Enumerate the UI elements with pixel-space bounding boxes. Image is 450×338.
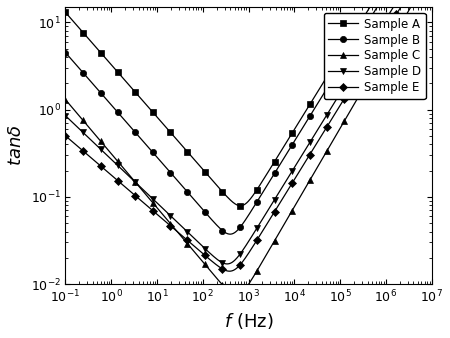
Sample C <box>364 81 369 86</box>
Sample B <box>281 156 287 160</box>
Sample D <box>281 182 287 186</box>
Sample E <box>239 260 245 264</box>
Sample E <box>238 263 243 267</box>
Sample A <box>281 144 287 148</box>
Sample C <box>261 256 267 260</box>
Sample E <box>364 61 369 65</box>
Line: Sample A: Sample A <box>63 0 435 209</box>
Sample E <box>227 269 233 273</box>
Sample A <box>364 11 369 15</box>
Y-axis label: $tan\delta$: $tan\delta$ <box>7 125 25 166</box>
Sample D <box>238 252 243 256</box>
Sample E <box>261 226 267 230</box>
Sample A <box>238 204 243 208</box>
Sample C <box>234 293 239 297</box>
Sample A <box>261 176 267 180</box>
Sample C <box>63 98 68 102</box>
Line: Sample B: Sample B <box>63 0 435 237</box>
Sample C <box>239 290 245 294</box>
Sample B <box>238 225 243 229</box>
Sample B <box>63 51 68 55</box>
Line: Sample E: Sample E <box>63 0 435 274</box>
Sample A <box>239 203 245 208</box>
Sample D <box>261 214 267 218</box>
Sample A <box>237 203 242 208</box>
Sample D <box>364 49 369 53</box>
Sample C <box>281 222 287 226</box>
Line: Sample D: Sample D <box>63 0 435 267</box>
Sample B <box>364 23 369 27</box>
Sample C <box>238 292 243 296</box>
Sample E <box>63 134 68 138</box>
Sample D <box>224 262 230 266</box>
Line: Sample C: Sample C <box>63 0 435 298</box>
Sample D <box>239 249 245 253</box>
Sample E <box>281 194 287 198</box>
Sample B <box>261 188 267 192</box>
Sample D <box>63 114 68 118</box>
Sample B <box>227 232 233 236</box>
X-axis label: $f$ (Hz): $f$ (Hz) <box>224 311 273 331</box>
Legend: Sample A, Sample B, Sample C, Sample D, Sample E: Sample A, Sample B, Sample C, Sample D, … <box>324 13 426 99</box>
Sample A <box>63 10 68 15</box>
Sample B <box>239 222 245 226</box>
